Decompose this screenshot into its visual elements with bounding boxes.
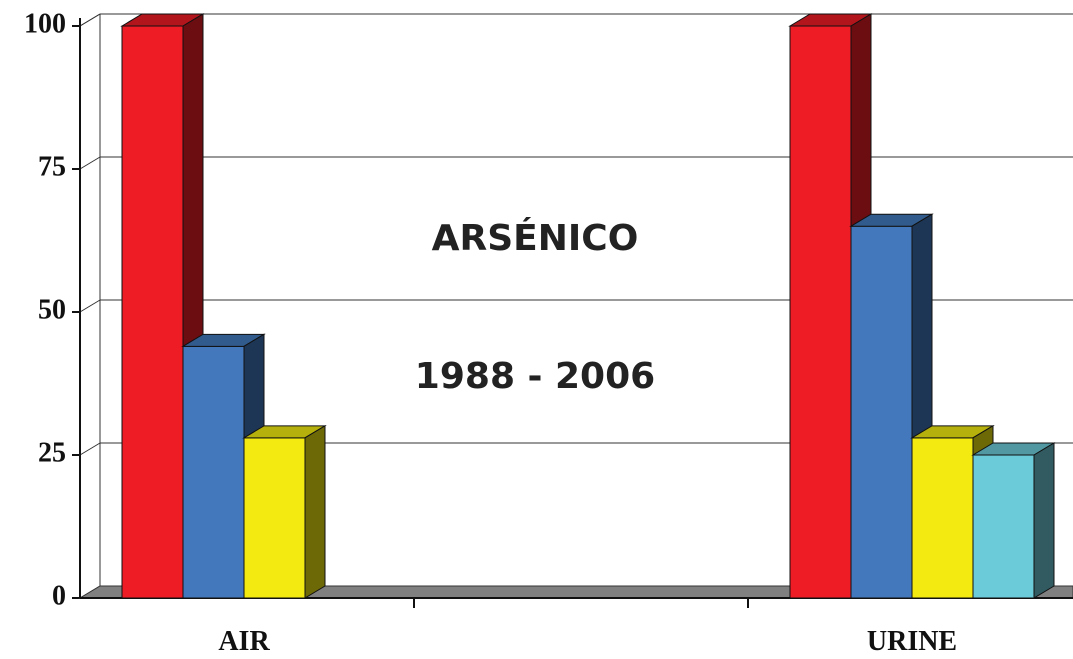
grid-line: [79, 13, 101, 27]
bar-side: [1033, 442, 1055, 599]
bar-front: [182, 345, 245, 599]
y-tick-label: 25: [38, 437, 66, 468]
x-tick-label: AIR: [218, 626, 270, 657]
bar-side: [304, 424, 326, 599]
bar-front: [243, 437, 306, 599]
bar-front: [911, 437, 974, 599]
y-tick-label: 50: [38, 294, 66, 325]
annotation: ARSÉNICO: [432, 217, 639, 259]
y-tick-label: 75: [38, 151, 66, 182]
bar-front: [972, 454, 1035, 599]
bar-front: [121, 25, 184, 599]
x-tick-label: URINE: [867, 626, 957, 657]
annotation: 1988 - 2006: [415, 356, 655, 397]
bar-front: [789, 25, 852, 599]
y-tick-label: 100: [24, 8, 66, 39]
y-tick-label: 0: [52, 580, 66, 611]
grid-line: [79, 156, 101, 170]
bar-front: [850, 225, 913, 599]
grid-line: [79, 299, 101, 313]
grid-line: [79, 442, 101, 456]
